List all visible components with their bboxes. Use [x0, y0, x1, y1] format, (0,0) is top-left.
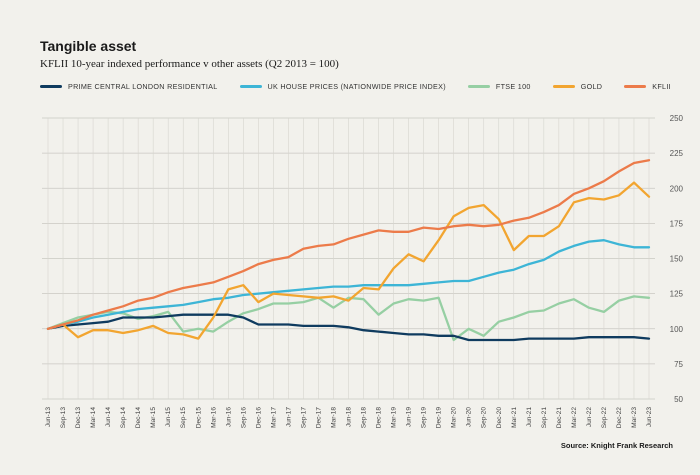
- x-tick-label: Mar-17: [270, 407, 277, 428]
- x-tick-label: Dec-14: [135, 407, 142, 429]
- x-tick-label: Sep-13: [60, 407, 67, 429]
- x-tick-label: Dec-13: [75, 407, 82, 429]
- x-tick-label: Mar-15: [150, 407, 157, 428]
- x-tick-label: Jun-13: [45, 407, 52, 427]
- x-tick-label: Mar-20: [451, 407, 458, 428]
- x-tick-label: Dec-17: [315, 407, 322, 429]
- x-tick-label: Mar-18: [330, 407, 337, 428]
- y-tick-label: 150: [670, 255, 684, 264]
- legend-label: KFLII: [652, 82, 671, 91]
- x-tick-label: Jun-23: [646, 407, 653, 427]
- series-line-kflii: [46, 159, 651, 330]
- legend: PRIME CENTRAL LONDON RESIDENTIAL UK HOUSE…: [40, 82, 693, 91]
- x-tick-label: Sep-18: [361, 407, 368, 429]
- x-tick-label: Mar-14: [90, 407, 97, 428]
- series-line-prime-central-london-residential: [46, 313, 651, 342]
- legend-swatch: [624, 85, 647, 88]
- x-tick-label: Mar-21: [511, 407, 518, 428]
- x-tick-label: Mar-19: [391, 407, 398, 428]
- legend-swatch: [40, 85, 62, 88]
- legend-label: FTSE 100: [495, 82, 531, 91]
- x-tick-label: Sep-20: [481, 407, 488, 429]
- legend-swatch: [239, 85, 262, 88]
- x-tick-label: Dec-22: [616, 407, 623, 429]
- legend-label: UK HOUSE PRICES (NATIONWIDE PRICE INDEX): [267, 82, 446, 91]
- y-tick-label: 100: [670, 325, 684, 334]
- y-tick-label: 225: [670, 149, 684, 158]
- x-tick-label: Dec-21: [556, 407, 563, 429]
- y-tick-label: 50: [674, 395, 683, 404]
- x-tick-label: Sep-17: [300, 407, 307, 429]
- x-tick-label: Jun-20: [466, 407, 473, 427]
- x-tick-label: Dec-20: [496, 407, 503, 429]
- x-tick-label: Sep-15: [180, 407, 187, 429]
- x-tick-label: Sep-19: [421, 407, 428, 429]
- legend-item: FTSE 100: [467, 82, 531, 91]
- y-tick-label: 125: [670, 290, 684, 299]
- legend-label: GOLD: [580, 82, 603, 91]
- chart-subtitle: KFLII 10-year indexed performance v othe…: [40, 58, 339, 70]
- x-tick-label: Jun-15: [165, 407, 172, 427]
- x-tick-label: Sep-22: [601, 407, 608, 429]
- x-tick-label: Jun-21: [526, 407, 533, 427]
- series-line-uk-house-prices-nationwide-price-index: [46, 239, 651, 330]
- x-tick-label: Dec-16: [255, 407, 262, 429]
- x-tick-label: Sep-14: [120, 407, 127, 429]
- y-tick-label: 175: [670, 219, 684, 228]
- y-tick-label: 250: [670, 114, 684, 123]
- legend-label: PRIME CENTRAL LONDON RESIDENTIAL: [68, 82, 218, 91]
- x-tick-label: Mar-22: [571, 407, 578, 428]
- legend-item: GOLD: [552, 82, 603, 91]
- x-tick-label: Jun-22: [586, 407, 593, 427]
- x-tick-label: Dec-18: [376, 407, 383, 429]
- x-tick-label: Jun-19: [406, 407, 413, 427]
- y-tick-label: 200: [670, 184, 684, 193]
- x-tick-label: Jun-16: [225, 407, 232, 427]
- series-line-gold: [46, 181, 651, 340]
- x-tick-label: Sep-16: [240, 407, 247, 429]
- legend-item: KFLII: [624, 82, 671, 91]
- legend-item: UK HOUSE PRICES (NATIONWIDE PRICE INDEX): [239, 82, 446, 91]
- x-tick-label: Jun-14: [105, 407, 112, 427]
- x-tick-label: Jun-18: [346, 407, 353, 427]
- legend-swatch: [467, 85, 490, 88]
- x-tick-label: Jun-17: [285, 407, 292, 427]
- source-note: Source: Knight Frank Research: [560, 441, 673, 450]
- x-tick-label: Sep-21: [541, 407, 548, 429]
- legend-item: PRIME CENTRAL LONDON RESIDENTIAL: [40, 82, 218, 91]
- x-tick-label: Dec-19: [436, 407, 443, 429]
- chart-title: Tangible asset: [40, 38, 137, 54]
- x-tick-label: Mar-23: [631, 407, 638, 428]
- y-tick-label: 75: [674, 360, 683, 369]
- x-tick-label: Mar-16: [210, 407, 217, 428]
- x-tick-label: Dec-15: [195, 407, 202, 429]
- legend-swatch: [552, 85, 575, 88]
